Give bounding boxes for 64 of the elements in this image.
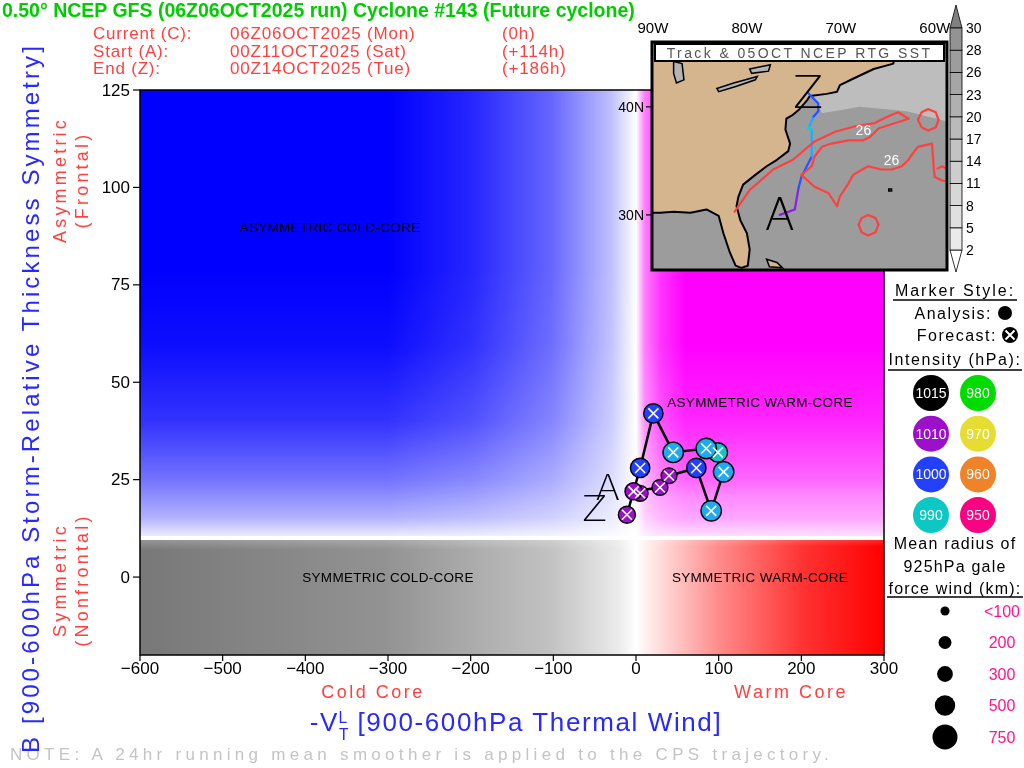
text: 970	[966, 425, 990, 442]
y-tick-label: 0	[120, 567, 130, 587]
text: 980	[966, 385, 990, 401]
x-tick-label: 70W	[825, 18, 858, 36]
annotation: 26	[855, 122, 872, 139]
x-axis-title: -V$_{T}$$^{L}$ [900-600hPa Thermal Wind]	[309, 707, 723, 743]
chart-title: 0.50° NCEP GFS (06Z06OCT2025 run) Cyclone #143 (Future cyclone)	[2, 0, 635, 21]
annotation: 26	[883, 151, 900, 168]
x-tick-label: −100	[534, 659, 573, 678]
chart-title: Track & 05OCT NCEP RTG SST	[666, 45, 933, 61]
y-tick-label: 100	[101, 177, 130, 197]
x-tick-label: 80W	[731, 18, 764, 36]
x-tick-label: −500	[203, 659, 242, 678]
color-bar-label: 23	[966, 86, 982, 103]
y-tick-label: 30N	[618, 206, 644, 223]
x-tick-label: 200	[787, 659, 816, 678]
color-bar-label: 14	[966, 153, 982, 170]
color-bar-label: 5	[966, 219, 974, 236]
legend-title: Intensity (hPa):	[888, 350, 1022, 368]
text: Forecast:	[916, 326, 997, 344]
legend-label: 200	[988, 634, 1016, 651]
y-tick-label: 75	[111, 275, 130, 295]
color-bar-label: 8	[966, 197, 974, 214]
x-tick-label: 60W	[919, 18, 952, 36]
color-bar-label: 30	[966, 20, 982, 36]
text: 1015	[915, 385, 947, 401]
text: Symmetric (Nonfrontal)	[50, 513, 92, 647]
color-bar-label: 20	[966, 108, 982, 125]
y-tick-label: 40N	[618, 98, 644, 115]
x-tick-label: 90W	[637, 18, 670, 36]
x-tick-label: −600	[120, 659, 160, 678]
annotation: ASYMMETRIC COLD-CORE	[239, 219, 421, 235]
color-bar-label: 11	[966, 175, 981, 192]
annotation: A	[764, 189, 795, 241]
x-tick-label: −300	[368, 659, 408, 678]
y-tick-label: 50	[111, 372, 130, 392]
text: 960	[966, 466, 990, 483]
text: Warm Core	[734, 682, 848, 702]
annotation: SYMMETRIC WARM-CORE	[671, 569, 849, 585]
text: 990	[919, 507, 943, 524]
text: 950	[966, 507, 990, 524]
x-tick-label: 100	[704, 659, 733, 678]
text: Mean radius of 925hPa gale force wind (km):	[888, 534, 1022, 597]
text: Analysis:	[914, 304, 992, 322]
color-bar-label: 26	[966, 64, 982, 81]
legend-label: 500	[988, 697, 1016, 714]
x-tick-label: −400	[286, 659, 325, 678]
color-bar-label: 2	[966, 242, 974, 258]
x-tick-label: −200	[451, 659, 490, 678]
legend-label: <100	[983, 602, 1021, 620]
x-tick-label: 300	[869, 659, 899, 678]
color-bar-label: 28	[966, 42, 982, 59]
annotation: SYMMETRIC COLD-CORE	[302, 569, 474, 585]
y-tick-label: 25	[111, 470, 130, 490]
legend-label: 750	[988, 728, 1016, 746]
y-tick-label: 125	[101, 80, 130, 100]
annotation: ASYMMETRIC WARM-CORE	[667, 394, 853, 410]
text: 1010	[915, 425, 947, 442]
color-bar-label: 17	[966, 131, 982, 147]
text: Asymmetric (Frontal)	[50, 117, 92, 243]
text: Marker Style:	[894, 281, 1016, 299]
text: Current (C): 06Z06OCT2025 (Mon) (0h) Start (A): 00Z11OCT2025 (Sat) (+114h) End (Z): 00Z14OCT2025 (Tue) (+186h)	[93, 24, 567, 78]
text: Cold Core	[321, 682, 425, 702]
text: 1000	[915, 466, 947, 483]
